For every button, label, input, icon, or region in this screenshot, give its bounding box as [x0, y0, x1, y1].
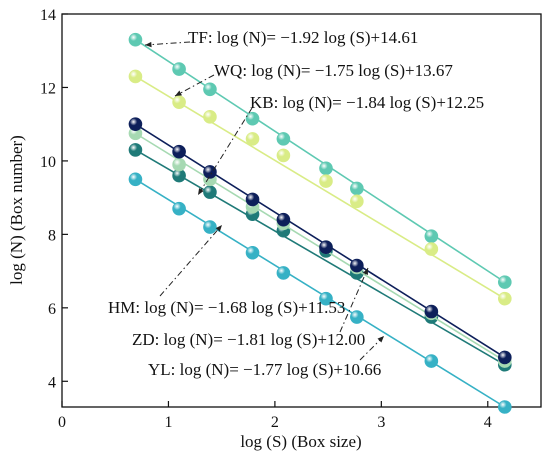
point-tf — [128, 32, 143, 47]
point-yl — [350, 310, 364, 324]
y-tick-label: 4 — [48, 374, 56, 391]
point-tf — [276, 132, 291, 146]
annotation-wq: WQ: log (N)= −1.75 log (S)+13.67 — [214, 61, 453, 80]
arrow-wq — [174, 74, 215, 97]
fit-line-kb — [135, 149, 506, 366]
annotations: TF: log (N)= −1.92 log (S)+14.61 WQ: log… — [108, 28, 484, 379]
arrow-kb — [197, 107, 253, 196]
point-yl — [203, 220, 217, 234]
point-tf — [498, 275, 512, 289]
series-layer — [128, 32, 512, 414]
point-wq — [319, 174, 333, 188]
plot-frame — [61, 13, 542, 408]
point-yl — [498, 400, 512, 414]
point-tf — [319, 161, 333, 176]
x-tick-label: 4 — [484, 414, 492, 431]
annotation-arrows — [144, 41, 385, 361]
point-zd — [245, 192, 260, 207]
point-hm — [172, 157, 186, 172]
point-zd — [350, 258, 364, 273]
point-wq — [203, 110, 217, 124]
y-tick-label: 14 — [40, 7, 56, 24]
point-wq — [172, 95, 186, 109]
point-yl — [172, 201, 186, 216]
point-yl — [319, 291, 333, 306]
annotation-yl: YL: log (N)= −1.77 log (S)+10.66 — [148, 360, 381, 379]
fit-line-tf — [135, 39, 506, 283]
annotation-hm: HM: log (N)= −1.68 log (S)+11.53 — [108, 298, 345, 317]
fit-line-wq — [135, 75, 506, 300]
y-axis-title: log (N) (Box number) — [7, 135, 26, 285]
x-tick-label: 2 — [271, 414, 279, 431]
point-kb — [203, 185, 217, 199]
point-yl — [424, 354, 439, 368]
point-zd — [498, 350, 512, 365]
point-zd — [276, 212, 291, 227]
x-axis-title: log (S) (Box size) — [240, 432, 361, 451]
point-yl — [128, 172, 143, 187]
arrow-wq-head — [175, 90, 182, 96]
series-yl — [128, 172, 512, 414]
x-tick-label: 3 — [377, 414, 385, 431]
fit-line-yl — [135, 178, 506, 408]
series-wq — [128, 69, 512, 306]
point-kb — [128, 143, 143, 157]
point-zd — [424, 304, 439, 319]
point-wq — [424, 242, 439, 256]
point-yl — [245, 245, 260, 260]
arrow-yl-head — [377, 336, 384, 343]
point-tf — [424, 229, 439, 244]
x-tick-label: 1 — [164, 414, 172, 431]
point-wq — [498, 291, 512, 306]
y-tick-label: 12 — [40, 80, 56, 97]
point-wq — [276, 148, 291, 163]
arrow-zd — [339, 267, 369, 333]
point-wq — [128, 69, 143, 84]
point-wq — [350, 194, 364, 209]
annotation-kb: KB: log (N)= −1.84 log (S)+12.25 — [250, 93, 484, 112]
fit-line-zd — [135, 123, 506, 359]
series-zd — [128, 117, 512, 365]
arrow-tf-head — [145, 41, 152, 48]
arrow-zd-head — [362, 268, 368, 275]
point-yl — [276, 266, 291, 280]
y-tick-label: 6 — [48, 301, 56, 318]
arrow-hm-head — [215, 225, 222, 232]
arrow-tf — [144, 41, 191, 46]
point-zd — [203, 165, 217, 179]
point-tf — [245, 111, 260, 126]
y-tick-label: 10 — [40, 154, 56, 171]
arrow-kb-head — [198, 188, 204, 195]
annotation-zd: ZD: log (N)= −1.81 log (S)+12.00 — [132, 330, 365, 349]
point-tf — [203, 82, 217, 97]
point-zd — [128, 117, 143, 131]
x-tick-label: 0 — [58, 414, 66, 431]
point-tf — [172, 62, 186, 76]
point-wq — [245, 132, 260, 146]
annotation-tf: TF: log (N)= −1.92 log (S)+14.61 — [188, 28, 418, 47]
y-tick-label: 8 — [48, 227, 56, 244]
arrow-hm — [159, 224, 223, 297]
point-zd — [319, 240, 333, 255]
point-zd — [172, 144, 186, 159]
point-tf — [350, 181, 364, 196]
